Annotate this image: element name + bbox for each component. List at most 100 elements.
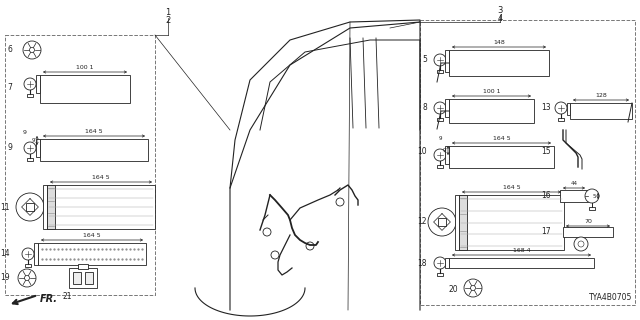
Circle shape [336, 198, 344, 206]
Text: 9: 9 [23, 130, 27, 134]
Circle shape [263, 228, 271, 236]
Bar [27, 158, 33, 161]
Bar [563, 227, 613, 237]
Text: 19: 19 [1, 274, 10, 283]
Bar [459, 195, 564, 250]
Bar [445, 50, 449, 72]
Bar [36, 75, 40, 93]
Text: 168 4: 168 4 [513, 248, 531, 253]
Text: 4: 4 [497, 14, 502, 23]
Bar [459, 195, 467, 250]
Text: 128: 128 [595, 93, 607, 98]
Bar [25, 264, 31, 267]
Text: 21: 21 [62, 292, 72, 301]
Text: 10: 10 [417, 148, 427, 156]
Circle shape [464, 279, 482, 297]
Bar [560, 190, 588, 202]
Text: 7: 7 [7, 83, 12, 92]
Text: 5: 5 [422, 55, 427, 65]
Circle shape [24, 142, 36, 154]
Text: 15: 15 [541, 148, 551, 156]
Bar [570, 103, 632, 119]
Circle shape [578, 241, 584, 247]
Bar [38, 243, 146, 265]
Text: 14: 14 [1, 250, 10, 259]
Bar [5, 35, 155, 295]
Bar [437, 273, 443, 276]
Circle shape [574, 237, 588, 251]
Text: 164 5: 164 5 [92, 175, 110, 180]
Bar [449, 258, 594, 268]
Text: 5: 5 [593, 194, 596, 198]
Bar [437, 118, 443, 121]
Circle shape [29, 47, 35, 52]
Circle shape [16, 193, 44, 221]
Text: 70: 70 [584, 219, 592, 224]
Circle shape [306, 242, 314, 250]
Text: FR.: FR. [40, 294, 58, 304]
Circle shape [434, 149, 446, 161]
Bar [47, 185, 55, 229]
Text: 9: 9 [31, 138, 35, 143]
Bar [78, 264, 88, 269]
Bar [455, 195, 459, 250]
Text: 8: 8 [422, 103, 427, 113]
Text: 9: 9 [438, 136, 442, 141]
Circle shape [22, 248, 34, 260]
Circle shape [271, 251, 279, 259]
Bar [43, 185, 47, 229]
Circle shape [434, 102, 446, 114]
Text: 18: 18 [417, 259, 427, 268]
Text: 100 1: 100 1 [76, 65, 93, 70]
Bar [567, 103, 570, 115]
Bar [445, 99, 449, 117]
Circle shape [434, 54, 446, 66]
Text: 12: 12 [417, 218, 427, 227]
Bar [73, 272, 81, 284]
Text: 1: 1 [165, 8, 171, 17]
Text: 17: 17 [541, 228, 551, 236]
Circle shape [585, 189, 599, 203]
Text: 164 5: 164 5 [502, 185, 520, 190]
Text: 6: 6 [7, 45, 12, 54]
Text: 20: 20 [449, 285, 458, 294]
Bar [26, 203, 34, 211]
Bar [558, 118, 564, 121]
Bar [40, 139, 148, 161]
Bar [589, 207, 595, 210]
Bar [437, 70, 443, 73]
Text: 100 1: 100 1 [483, 89, 500, 94]
Bar [34, 243, 38, 265]
Bar [449, 50, 549, 76]
Text: 44: 44 [570, 181, 577, 186]
Circle shape [434, 257, 446, 269]
Circle shape [23, 41, 41, 59]
Bar [27, 94, 33, 97]
Text: 11: 11 [1, 203, 10, 212]
Text: 9: 9 [7, 143, 12, 153]
Bar [445, 146, 449, 164]
Bar [36, 139, 40, 157]
Bar [438, 218, 446, 226]
Circle shape [470, 285, 476, 291]
Text: 164 5: 164 5 [83, 233, 101, 238]
Circle shape [24, 276, 29, 281]
Text: 164 5: 164 5 [493, 136, 510, 141]
Circle shape [428, 208, 456, 236]
Text: 13: 13 [541, 103, 551, 113]
Text: 9: 9 [442, 148, 446, 153]
Bar [420, 20, 635, 305]
Circle shape [18, 269, 36, 287]
Circle shape [555, 102, 567, 114]
Text: 2: 2 [165, 16, 171, 25]
Text: 3: 3 [497, 6, 502, 15]
Bar [449, 99, 534, 123]
Text: TYA4B0705: TYA4B0705 [589, 293, 632, 302]
Text: 16: 16 [541, 191, 551, 201]
Circle shape [24, 78, 36, 90]
Text: 164 5: 164 5 [85, 129, 103, 134]
Bar [40, 75, 130, 103]
Bar [85, 272, 93, 284]
Bar [47, 185, 155, 229]
Bar [449, 146, 554, 168]
